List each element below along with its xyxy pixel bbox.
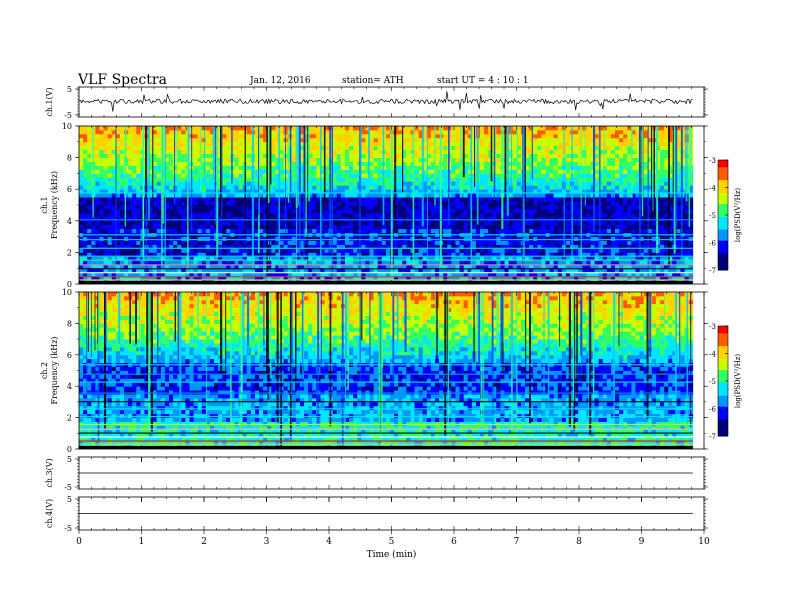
y-tick-label: 2 [67, 414, 72, 423]
colorbar-tick-label: -4 [709, 185, 716, 193]
x-tick-label: 0 [76, 537, 82, 547]
y-tick-label: 8 [67, 154, 72, 163]
colorbar-ch1-spec [717, 159, 729, 271]
trace-ch1-wave [78, 91, 693, 112]
x-tick-label: 7 [514, 537, 520, 547]
y-tick-label: 0 [67, 445, 72, 454]
colorbar-tick-label: -5 [709, 378, 716, 386]
x-tick-label: 2 [201, 537, 207, 547]
x-tick-label: 6 [451, 537, 457, 547]
y-tick-label: 6 [67, 185, 72, 194]
y-tick-label: 8 [67, 319, 72, 328]
colorbar-tick-label: -7 [709, 267, 716, 275]
x-tick-label: 4 [326, 537, 332, 547]
x-tick-label: 5 [389, 537, 395, 547]
x-tick-label: 9 [639, 537, 645, 547]
y-tick-label: 10 [62, 122, 72, 131]
y-axis-label: ch.1 [40, 196, 49, 213]
y-tick-label: 10 [62, 288, 72, 297]
y-axis-label: Frequency (kHz) [50, 336, 59, 404]
y-tick-label: 5 [67, 455, 72, 464]
colorbar-tick-label: -5 [709, 212, 716, 220]
colorbar-tick-label: -7 [709, 433, 716, 441]
y-tick-label: 0 [67, 280, 72, 289]
y-tick-label: -5 [64, 524, 72, 533]
y-tick-label: 2 [67, 248, 72, 257]
x-axis-label: Time (min) [367, 549, 417, 560]
spectrogram-ch1-spec [79, 126, 694, 285]
y-axis-label: ch.1(V) [45, 87, 54, 116]
y-tick-label: 6 [67, 351, 72, 360]
y-tick-label: 5 [67, 85, 72, 94]
x-tick-label: 1 [139, 537, 145, 547]
colorbar-label: log(PSD(V²/Hz) [734, 354, 742, 409]
date-label: Jan. 12, 2016 [250, 76, 311, 86]
y-tick-label: 4 [67, 217, 72, 226]
colorbar-label: log(PSD(V²/Hz) [734, 188, 742, 243]
y-axis-label: Frequency (kHz) [50, 171, 59, 239]
chart-title: VLF Spectra [78, 72, 167, 88]
colorbar-ch2-spec [717, 325, 729, 437]
colorbar-tick-label: -4 [709, 351, 716, 359]
y-axis-label: ch.2 [40, 362, 49, 379]
x-tick-label: 3 [264, 537, 270, 547]
colorbar-tick-label: -6 [709, 240, 716, 248]
y-axis-label: ch.4(V) [45, 499, 54, 528]
y-axis-label: ch.3(V) [45, 458, 54, 487]
spectrogram-ch2-spec [79, 292, 694, 450]
y-tick-label: -5 [64, 483, 72, 492]
station-label: station= ATH [342, 76, 404, 86]
x-tick-label: 8 [576, 537, 582, 547]
start-time-label: start UT = 4 : 10 : 1 [437, 76, 529, 86]
y-tick-label: -5 [64, 111, 72, 120]
colorbar-tick-label: -3 [709, 323, 716, 331]
colorbar-tick-label: -6 [709, 406, 716, 414]
colorbar-tick-label: -3 [709, 157, 716, 165]
y-tick-label: 4 [67, 382, 72, 391]
x-tick-label: 10 [698, 537, 710, 547]
y-tick-label: 5 [67, 495, 72, 504]
